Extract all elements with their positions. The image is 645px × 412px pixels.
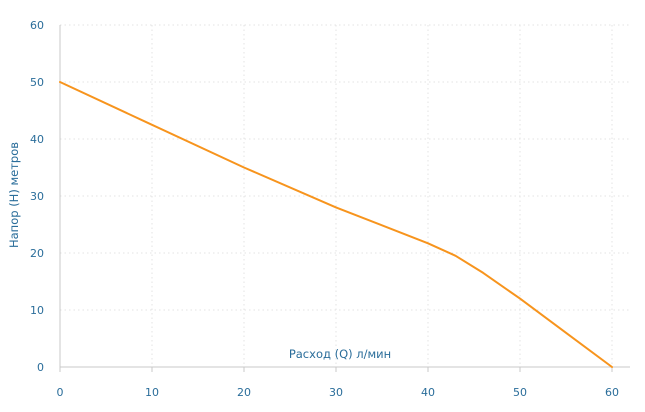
y-tick-label-50: 50 <box>30 76 44 89</box>
x-tick-label-40: 40 <box>421 386 435 399</box>
y-tick-label-10: 10 <box>30 304 44 317</box>
x-tick-label-30: 30 <box>329 386 343 399</box>
grid-lines <box>60 24 630 367</box>
x-tick-label-60: 60 <box>605 386 619 399</box>
tick-labels: 0 10 20 30 40 50 60 0 10 20 30 40 50 60 <box>30 19 619 399</box>
x-tick-label-0: 0 <box>57 386 64 399</box>
y-tick-label-20: 20 <box>30 247 44 260</box>
x-axis-title: Расход (Q) л/мин <box>289 347 391 361</box>
y-tick-label-0: 0 <box>37 361 44 374</box>
y-tick-label-40: 40 <box>30 133 44 146</box>
series-line-0 <box>59 81 613 368</box>
axes <box>59 25 630 372</box>
x-tick-label-20: 20 <box>237 386 251 399</box>
x-tick-label-50: 50 <box>513 386 527 399</box>
y-axis-title: Напор (Н) метров <box>7 142 21 248</box>
series-layer <box>59 81 613 368</box>
y-tick-label-60: 60 <box>30 19 44 32</box>
x-tick-label-10: 10 <box>145 386 159 399</box>
y-tick-label-30: 30 <box>30 190 44 203</box>
